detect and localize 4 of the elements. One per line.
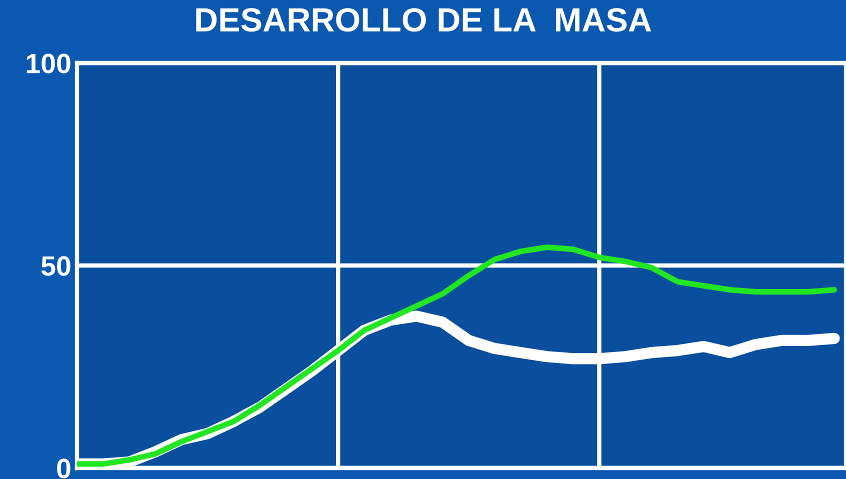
y-tick-label: 50 (41, 256, 70, 276)
y-tick-label: 0 (57, 458, 70, 478)
chart-title: DESARROLLO DE LA MASA (196, 8, 652, 32)
y-tick-label: 100 (26, 54, 70, 74)
